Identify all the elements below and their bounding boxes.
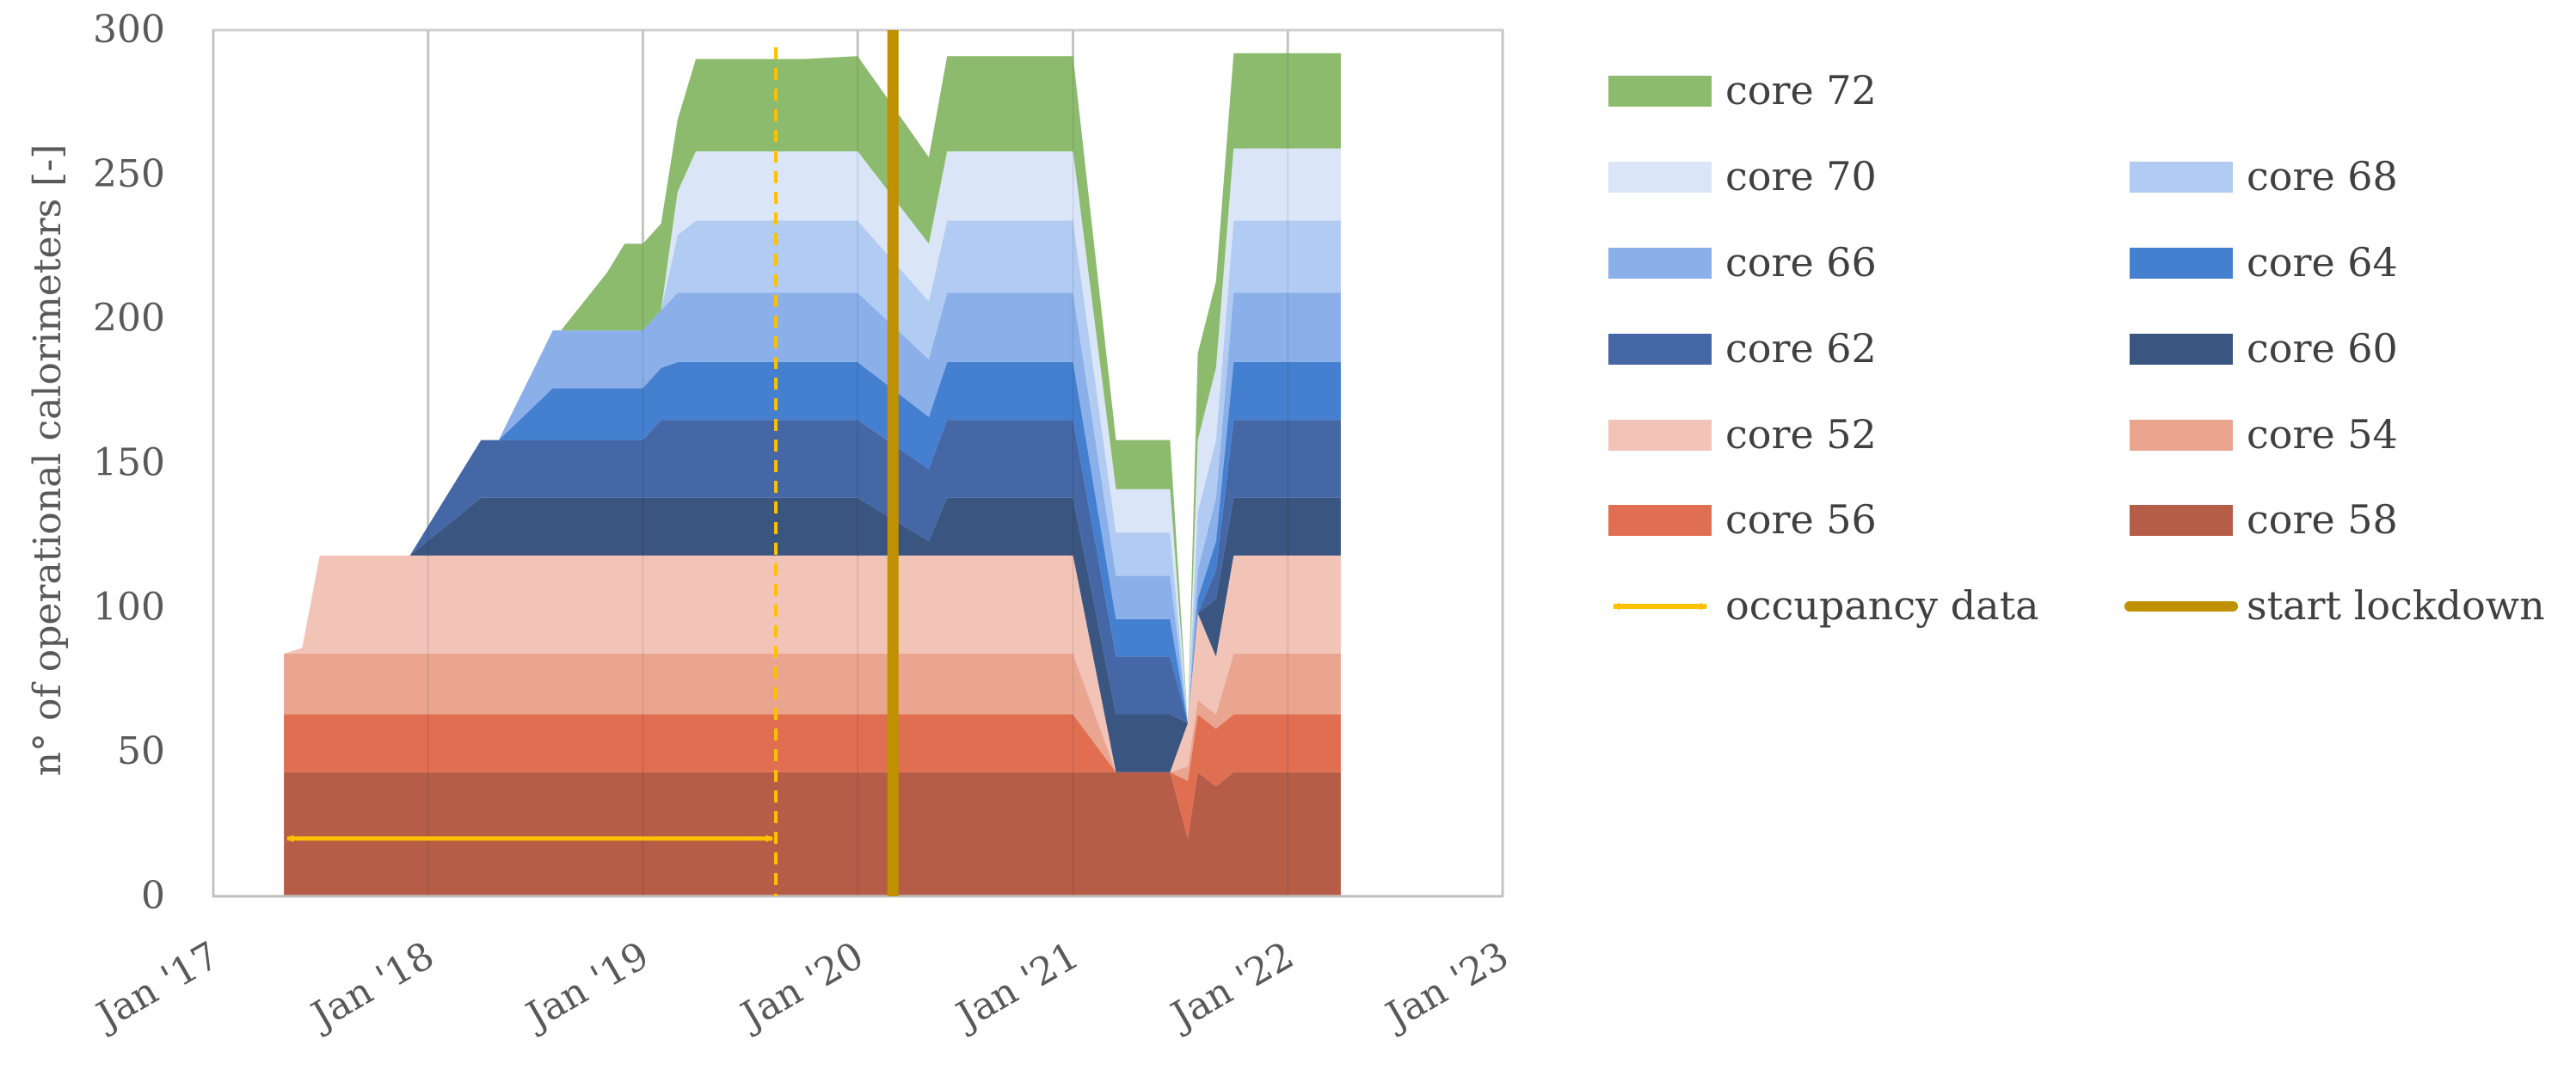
legend-item-core-68: core 68 [2130,153,2398,200]
legend-swatch [1608,76,1712,107]
y-tick-label: 0 [141,874,165,918]
legend-swatch [2130,420,2233,451]
x-tick-label: Jan '23 [1376,933,1516,1039]
legend-swatch [2130,248,2233,279]
legend-label: core 52 [1725,411,1877,458]
legend-swatch [2130,162,2233,193]
legend-item-start-lockdown: start lockdown [2124,582,2545,629]
legend-label: core 58 [2247,496,2398,543]
legend: core 72 core 70 core 68 core 66 core 64 core … [1608,67,2545,629]
legend-item-occupancy-data: occupancy data [1614,582,2039,629]
legend-swatch [1608,334,1712,365]
legend-swatch [2130,334,2233,365]
legend-item-core-64: core 64 [2130,239,2398,286]
legend-label: core 72 [1725,67,1877,114]
area-core-72 [284,52,1341,723]
area-core-52 [284,555,1341,772]
y-tick-label: 300 [93,8,165,52]
legend-label: core 70 [1725,153,1877,200]
legend-label: core 68 [2247,153,2398,200]
legend-label: start lockdown [2247,582,2545,629]
area-core-64 [284,362,1341,723]
legend-label: occupancy data [1725,582,2039,629]
legend-item-core-52: core 52 [1608,411,1877,458]
y-tick-label: 100 [93,585,165,629]
y-tick-label: 150 [93,441,165,485]
legend-item-core-56: core 56 [1608,496,1877,543]
y-tick-label: 50 [117,729,165,773]
legend-swatch [1608,505,1712,536]
area-core-54 [284,654,1341,781]
area-core-58 [284,772,1341,896]
area-core-56 [284,714,1341,839]
area-core-60 [284,497,1341,772]
area-core-68 [284,220,1341,723]
legend-label: core 60 [2247,325,2398,372]
legend-swatch [1608,162,1712,193]
legend-item-core-62: core 62 [1608,325,1877,372]
legend-label: core 62 [1725,325,1877,372]
legend-swatch [2130,505,2233,536]
legend-item-core-72: core 72 [1608,67,1877,114]
legend-swatch [1608,420,1712,451]
x-tick-label: Jan '17 [87,933,227,1039]
x-tick-label: Jan '18 [302,933,442,1039]
x-tick-label: Jan '19 [516,933,656,1039]
x-tick-label: Jan '21 [946,933,1086,1039]
plot-area: 0 50 100 150 200 250 300 Jan '17 Jan '18 Jan '19 J… [87,8,1516,1040]
legend-label: core 64 [2247,239,2398,286]
legend-item-core-54: core 54 [2130,411,2398,458]
y-tick-label: 250 [93,152,165,196]
area-core-66 [284,292,1341,723]
y-tick-label: 200 [93,297,165,341]
legend-label: core 56 [1725,496,1877,543]
legend-swatch [1608,248,1712,279]
area-core-62 [284,420,1341,723]
x-tick-label: Jan '20 [731,933,871,1039]
legend-label: core 66 [1725,239,1877,286]
legend-item-core-58: core 58 [2130,496,2398,543]
legend-item-core-66: core 66 [1608,239,1877,286]
area-core-70 [284,148,1341,723]
legend-item-core-60: core 60 [2130,325,2398,372]
y-axis-title: n° of operational calorimeters [-] [26,145,70,777]
legend-item-core-70: core 70 [1608,153,1877,200]
x-tick-label: Jan '22 [1161,933,1301,1039]
legend-label: core 54 [2247,411,2398,458]
